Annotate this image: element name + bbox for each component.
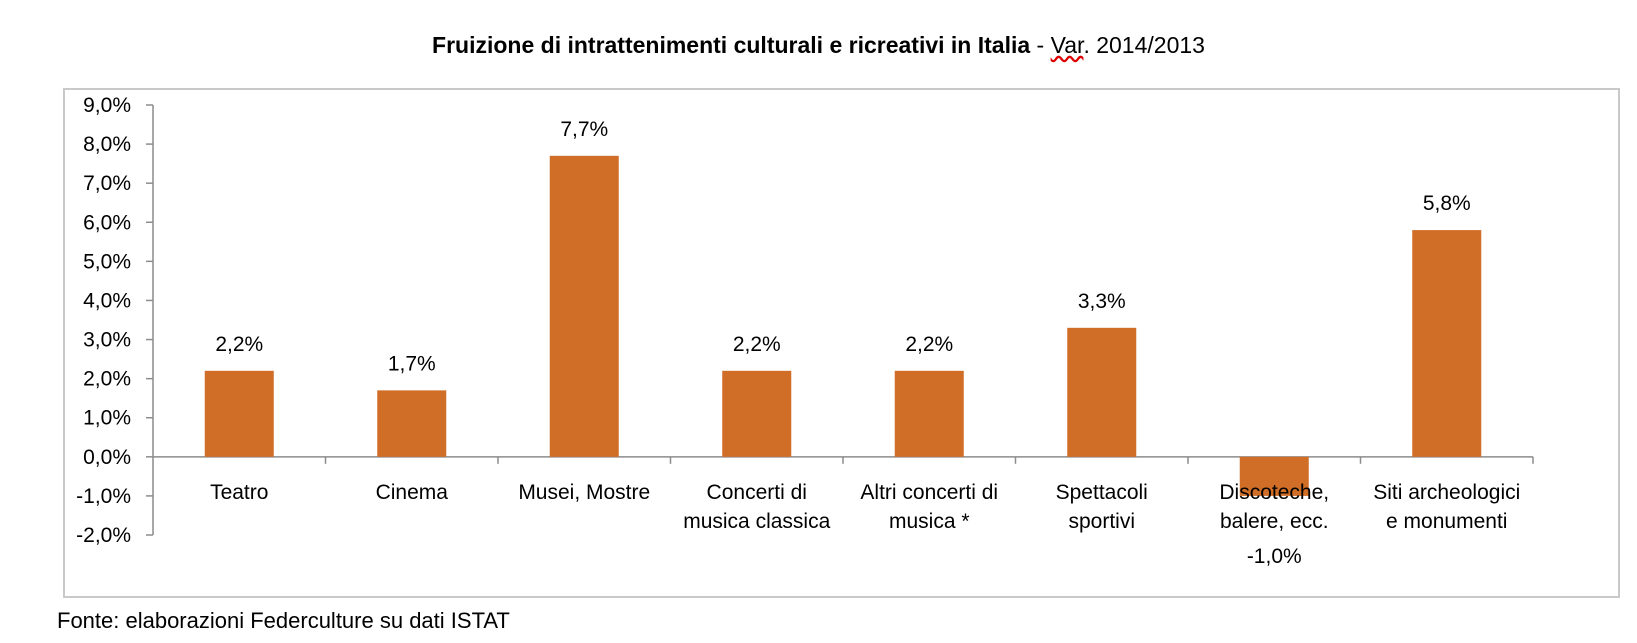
y-tick-label: -2,0% (76, 524, 131, 547)
chart-title-main: Fruizione di intrattenimenti culturali e… (432, 32, 1031, 58)
bar (1067, 327, 1137, 457)
data-label: 2,2% (215, 333, 263, 356)
y-tick-label: 1,0% (83, 407, 131, 430)
bar (1412, 230, 1482, 457)
bar (377, 390, 447, 457)
y-tick-label: 4,0% (83, 289, 131, 312)
category-label: musica * (889, 510, 970, 533)
data-label: 2,2% (905, 333, 953, 356)
y-tick-label: 7,0% (83, 172, 131, 195)
chart-title-var: Var (1050, 32, 1084, 58)
data-label: 5,8% (1423, 192, 1471, 215)
category-label: Concerti di (707, 481, 807, 504)
y-tick-label: 8,0% (83, 133, 131, 156)
y-tick-label: 2,0% (83, 368, 131, 391)
data-label: 2,2% (733, 333, 781, 356)
data-label: 1,7% (388, 352, 436, 375)
y-tick-label: 9,0% (83, 94, 131, 117)
category-label: Discoteche, (1219, 481, 1329, 504)
chart-title-period: . 2014/2013 (1083, 32, 1205, 58)
y-tick-label: -1,0% (76, 485, 131, 508)
bar (204, 370, 274, 457)
chart-title-separator: - (1030, 32, 1051, 58)
category-label: Altri concerti di (860, 481, 998, 504)
category-label: Cinema (376, 481, 449, 504)
category-label: Teatro (210, 481, 268, 504)
category-label: balere, ecc. (1220, 510, 1329, 533)
y-tick-label: 6,0% (83, 211, 131, 234)
y-tick-label: 3,0% (83, 329, 131, 352)
data-label: 7,7% (560, 118, 608, 141)
chart-frame (63, 88, 1620, 598)
category-label: Siti archeologici (1373, 481, 1520, 504)
data-label: -1,0% (1247, 545, 1302, 568)
data-label: 3,3% (1078, 290, 1126, 313)
bar (1239, 456, 1309, 496)
chart-title: Fruizione di intrattenimenti culturali e… (0, 30, 1637, 60)
y-tick-label: 0,0% (83, 446, 131, 469)
bar (549, 155, 619, 457)
bar (894, 370, 964, 457)
source-note: Fonte: elaborazioni Federculture su dati… (57, 608, 510, 633)
bar (722, 370, 792, 457)
category-label: musica classica (683, 510, 830, 533)
category-label: sportivi (1068, 510, 1135, 533)
category-label: Spettacoli (1056, 481, 1148, 504)
category-label: Musei, Mostre (518, 481, 650, 504)
y-tick-label: 5,0% (83, 250, 131, 273)
category-label: e monumenti (1386, 510, 1507, 533)
